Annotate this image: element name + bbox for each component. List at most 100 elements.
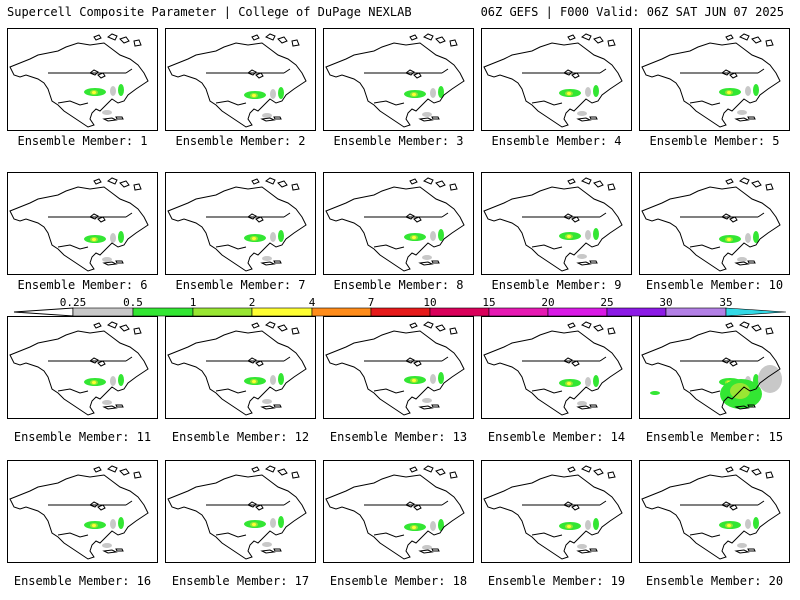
parameter-shading [110,86,116,96]
parameter-shading [270,375,276,385]
island-outline [751,324,762,332]
island-outline [107,177,118,185]
ensemble-member-map [639,28,790,131]
parameter-shading [567,382,571,385]
us-canada-border [522,356,607,362]
great-lake-outline [720,501,731,508]
parameter-shading [270,89,276,99]
island-outline [581,321,592,329]
great-lake-outline [255,504,264,511]
us-mexico-border [373,388,405,394]
island-outline [739,33,750,41]
us-canada-border [48,356,133,362]
island-outline [567,322,576,329]
ensemble-member-map [165,172,316,275]
colorbar-segment [132,307,194,317]
island-outline [576,117,592,122]
us-canada-border [680,500,765,506]
coastline [9,42,149,128]
colorbar-tick-label: 2 [249,296,256,309]
us-canada-border [680,68,765,74]
island-outline [423,33,434,41]
island-outline [133,39,142,47]
ensemble-member-label: Ensemble Member: 1 [17,134,148,148]
parameter-shading [753,231,759,243]
island-outline [273,260,282,264]
us-canada-border [680,212,765,218]
parameter-shading [252,380,256,383]
island-outline [418,117,434,122]
island-outline [576,405,592,410]
island-outline [291,39,300,47]
us-mexico-border [373,532,405,538]
parameter-shading [278,373,284,385]
parameter-shading [567,235,571,238]
island-outline [119,468,130,476]
island-outline [409,466,418,473]
great-lake-outline [729,72,738,79]
parameter-shading [422,255,432,260]
island-outline [115,260,124,264]
island-outline [133,183,142,191]
island-outline [273,404,282,408]
ensemble-member-label: Ensemble Member: 16 [13,574,152,588]
parameter-shading [593,85,599,97]
island-outline [93,178,102,185]
coastline [167,330,307,416]
parameter-shading [262,256,272,261]
island-outline [102,405,118,410]
coastline [483,330,623,416]
colorbar-segment [665,307,727,317]
parameter-shading [430,88,436,98]
coastline [325,330,465,416]
great-lake-outline [729,360,738,367]
coastline [641,186,781,272]
island-outline [251,178,260,185]
colorbar-upper-arrow [725,307,787,317]
ensemble-member-map [323,28,474,131]
great-lake-outline [404,501,415,508]
coastline [167,42,307,128]
us-canada-border [206,500,291,506]
map-canvas [325,33,465,128]
parameter-shading [438,86,444,98]
island-outline [449,471,458,479]
island-outline [251,322,260,329]
parameter-shading [438,519,444,531]
great-lake-outline [413,504,422,511]
island-outline [102,549,118,554]
island-outline [725,322,734,329]
island-outline [102,261,118,266]
great-lake-outline [88,69,99,76]
island-outline [734,117,750,122]
us-canada-border [522,68,607,74]
island-outline [607,471,616,479]
map-canvas [483,465,623,560]
island-outline [260,405,276,410]
coastline [9,186,149,272]
us-canada-border [48,212,133,218]
island-outline [265,177,276,185]
great-lake-outline [404,357,415,364]
colorbar-segment [72,307,134,317]
map-canvas [483,321,623,416]
island-outline [265,33,276,41]
ensemble-member-label: Ensemble Member: 4 [491,134,622,148]
us-mexico-border [689,100,721,106]
us-mexico-border [57,244,89,250]
great-lake-outline [729,504,738,511]
island-outline [734,405,750,410]
parameter-shading [102,110,112,115]
island-outline [431,260,440,264]
great-lake-outline [97,504,106,511]
island-outline [567,178,576,185]
parameter-shading [252,94,256,97]
parameter-shading [430,521,436,531]
island-outline [765,327,774,335]
island-outline [751,180,762,188]
great-lake-outline [404,213,415,220]
island-outline [435,468,446,476]
map-canvas [483,177,623,272]
island-outline [581,465,592,473]
coastline [167,474,307,560]
